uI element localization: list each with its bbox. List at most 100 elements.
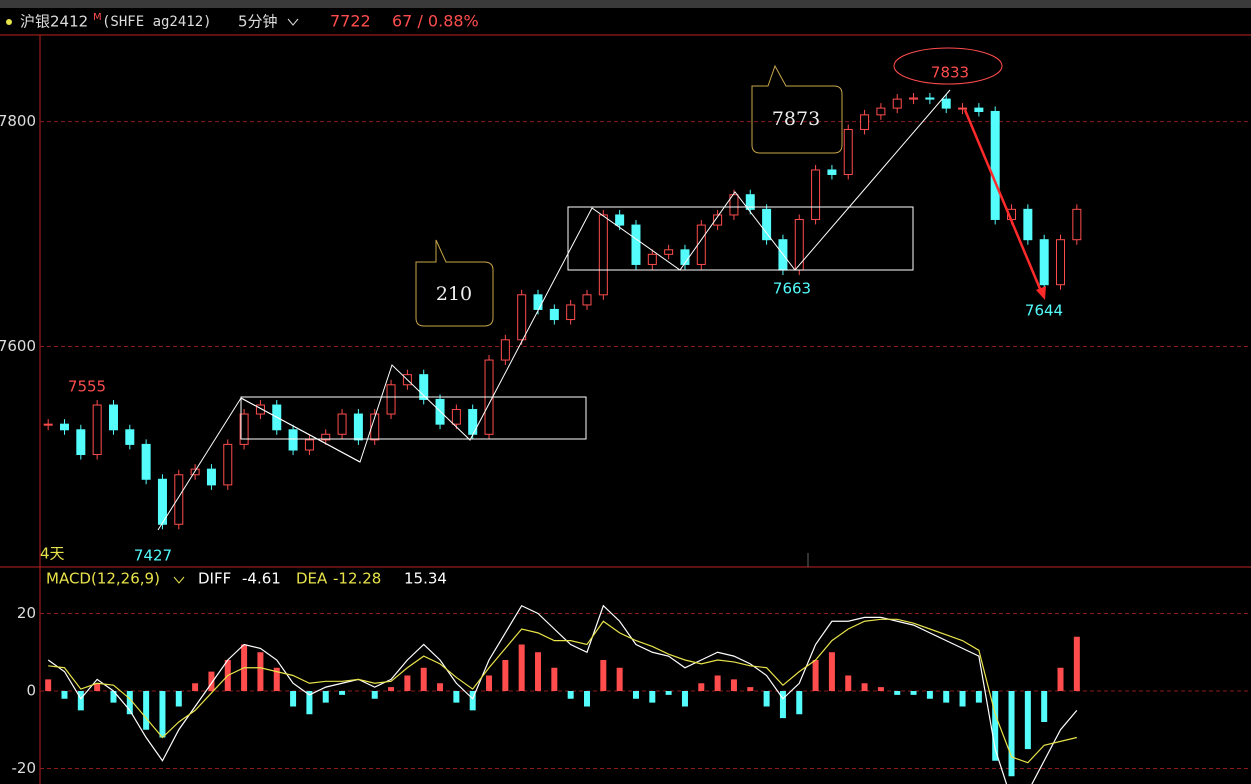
macd-bar [469, 691, 476, 711]
candle [762, 208, 772, 241]
macd-bar [502, 660, 509, 691]
drawings [157, 47, 1003, 531]
macd-bar [420, 667, 427, 691]
macd-bar [175, 691, 182, 707]
annotation: 7427 [134, 547, 172, 565]
macd-bar [388, 687, 395, 691]
symbol: 沪银2412 [20, 13, 88, 31]
macd-bar [812, 660, 819, 691]
macd-bar [959, 691, 966, 707]
macd-bar [371, 691, 378, 699]
annotation: 210 [436, 283, 472, 305]
macd-bar [306, 691, 313, 715]
macd-bar [322, 691, 329, 703]
macd-bar [632, 691, 639, 699]
period[interactable]: 5分钟 [238, 13, 278, 31]
candle [500, 339, 510, 361]
annotation: 7644 [1025, 302, 1063, 320]
candle [386, 384, 396, 415]
candle [125, 429, 135, 445]
annotation: 7873 [772, 108, 820, 130]
macd-bar [518, 644, 525, 691]
macd-bar [208, 671, 215, 691]
candle [925, 97, 935, 100]
chevron[interactable] [173, 576, 185, 584]
annotation: 4天 [40, 545, 65, 563]
macd-bar [61, 691, 68, 699]
y-tick-label: 7600 [0, 337, 36, 355]
macd-bar [600, 660, 607, 691]
macd-bar [1008, 691, 1015, 777]
annotation: 7663 [773, 280, 811, 298]
macd-bar [143, 691, 150, 730]
candle [533, 294, 543, 310]
candle [206, 468, 216, 486]
candle [664, 249, 674, 255]
candle [582, 294, 592, 306]
candle [647, 253, 657, 265]
candle [827, 169, 837, 175]
macd-bar [567, 691, 574, 699]
candle [419, 374, 429, 400]
annotation: 7833 [931, 64, 969, 82]
macd-bar [94, 683, 101, 691]
candle [43, 423, 53, 426]
top-bar [0, 0, 1251, 8]
candle [108, 404, 118, 431]
macd-bar [192, 683, 199, 691]
candle [321, 433, 331, 441]
candle [223, 443, 233, 486]
diff-value: -4.61 [242, 570, 281, 588]
candle [909, 97, 919, 100]
macd-bar [1024, 691, 1031, 750]
macd-bar [486, 675, 493, 691]
macd-line [48, 618, 1077, 764]
macd-bar [1073, 636, 1080, 691]
macd-bar [110, 691, 117, 703]
candle [549, 308, 559, 321]
candle [876, 107, 886, 116]
candle [174, 474, 184, 525]
candle [76, 429, 86, 456]
macd-line [47, 604, 1078, 784]
candle [59, 423, 69, 431]
macd-bar [992, 691, 999, 761]
macd-name[interactable]: MACD(12,26,9) [46, 570, 160, 588]
candle [860, 114, 870, 130]
dea-value: -12.28 [333, 570, 381, 588]
macd-bar [943, 691, 950, 703]
macd-bar [698, 683, 705, 691]
macd-value: 15.34 [404, 570, 447, 588]
macd-bar [910, 691, 917, 695]
macd-bar [861, 683, 868, 691]
candle [745, 194, 755, 210]
candle [92, 404, 102, 456]
macd-bar [975, 691, 982, 703]
candle [1023, 208, 1033, 241]
macd-bar [763, 691, 770, 707]
macd-panel [40, 604, 1251, 784]
candle [941, 98, 951, 109]
macd-bar [290, 691, 297, 707]
annotation: 7555 [68, 378, 106, 396]
candle [190, 468, 200, 476]
macd-bar [714, 675, 721, 691]
macd-bar [894, 691, 901, 695]
macd-bar [779, 691, 786, 719]
candle [958, 107, 968, 110]
change: 67 / 0.88% [392, 12, 479, 31]
y-tick-label: 20 [17, 604, 36, 622]
candle [288, 429, 298, 451]
candle [255, 404, 265, 415]
diff-label: DIFF [198, 570, 231, 588]
candle [713, 214, 723, 226]
chevron[interactable] [287, 18, 299, 26]
candle [304, 439, 314, 451]
macd-bar [796, 691, 803, 715]
macd-bar [273, 667, 280, 691]
candle [615, 214, 625, 226]
arrow-head [1036, 286, 1046, 300]
badge: M [93, 12, 102, 23]
macd-bar [877, 687, 884, 691]
price: 7722 [330, 12, 371, 31]
